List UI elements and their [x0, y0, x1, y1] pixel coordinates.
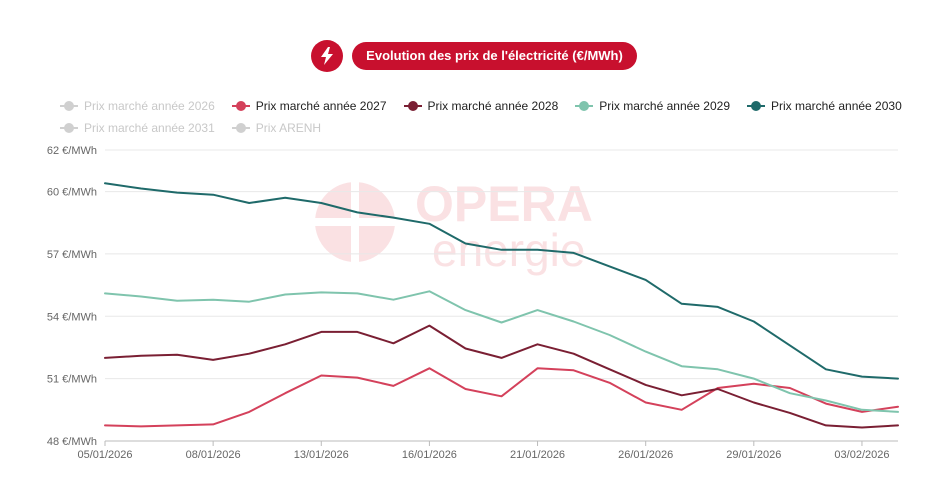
legend-marker-icon: [403, 101, 422, 111]
legend-item[interactable]: Prix marché année 2030: [747, 99, 902, 113]
x-tick-label: 29/01/2026: [726, 449, 781, 461]
legend-label: Prix ARENH: [255, 121, 322, 135]
series-line: [104, 290, 899, 413]
y-tick-label: 51 €/MWh: [47, 374, 97, 386]
chart-legend: Prix marché année 2026 Prix marché année …: [60, 95, 930, 139]
legend-marker-icon: [231, 123, 250, 133]
legend-label: Prix marché année 2027: [255, 99, 387, 113]
legend-marker-icon: [60, 101, 78, 111]
legend-label: Prix marché année 2031: [84, 121, 215, 135]
legend-row: Prix marché année 2031 Prix ARENH: [60, 117, 930, 139]
series-line: [104, 182, 899, 380]
lightning-bolt-icon: [311, 40, 343, 72]
series-line: [104, 367, 899, 428]
legend-item[interactable]: Prix ARENH: [231, 121, 322, 135]
legend-item[interactable]: Prix marché année 2028: [403, 99, 559, 113]
legend-label: Prix marché année 2028: [427, 99, 559, 113]
x-tick-label: 13/01/2026: [294, 449, 349, 461]
series-line: [104, 324, 899, 429]
legend-label: Prix marché année 2030: [771, 99, 902, 113]
y-axis: 48 €/MWh 51 €/MWh 54 €/MWh 57 €/MWh 60 €/MWh…: [47, 145, 97, 448]
legend-label: Prix marché année 2026: [84, 99, 215, 113]
y-tick-label: 62 €/MWh: [47, 145, 97, 157]
x-tick-label: 16/01/2026: [402, 449, 457, 461]
chart-title: Evolution des prix de l'électricité (€/M…: [352, 42, 637, 70]
legend-label: Prix marché année 2029: [599, 99, 730, 113]
chart-header: Evolution des prix de l'électricité (€/M…: [0, 40, 945, 72]
series-lines: [104, 182, 899, 429]
y-tick-label: 48 €/MWh: [47, 436, 97, 448]
y-tick-label: 57 €/MWh: [47, 249, 97, 261]
legend-item[interactable]: Prix marché année 2031: [60, 121, 215, 135]
legend-marker-icon: [747, 101, 765, 111]
x-axis: 05/01/2026 08/01/2026 13/01/2026 16/01/2026…: [77, 440, 898, 461]
legend-row: Prix marché année 2026 Prix marché année …: [60, 95, 930, 117]
legend-marker-icon: [60, 123, 78, 133]
legend-item[interactable]: Prix marché année 2026: [60, 99, 215, 113]
opera-energie-watermark: OPERA energie: [313, 176, 593, 276]
legend-marker-icon: [231, 101, 250, 111]
y-tick-label: 54 €/MWh: [47, 311, 97, 323]
x-tick-label: 26/01/2026: [618, 449, 673, 461]
x-tick-label: 05/01/2026: [77, 449, 132, 461]
x-tick-label: 03/02/2026: [834, 449, 889, 461]
legend-item[interactable]: Prix marché année 2029: [575, 99, 730, 113]
legend-item[interactable]: Prix marché année 2027: [231, 99, 387, 113]
x-tick-label: 08/01/2026: [186, 449, 241, 461]
watermark-line1: OPERA: [415, 176, 593, 232]
y-tick-label: 60 €/MWh: [47, 187, 97, 199]
legend-marker-icon: [575, 101, 594, 111]
x-tick-label: 21/01/2026: [510, 449, 565, 461]
